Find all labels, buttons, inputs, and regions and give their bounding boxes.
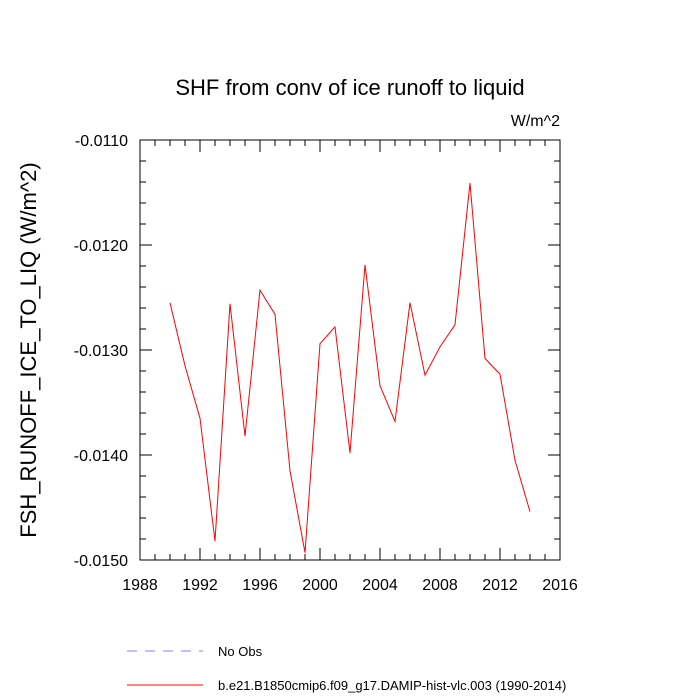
x-tick-label: 2008 [422, 577, 458, 594]
x-tick-label: 1988 [122, 577, 158, 594]
x-tick-label: 1996 [242, 577, 278, 594]
series-line-1 [169, 182, 531, 553]
y-tick-label: -0.0110 [75, 133, 128, 150]
chart-title: SHF from conv of ice runoff to liquid [175, 75, 524, 100]
axis-tick-labels: 1988 1992 1996 2000 2004 2008 2012 2016 -0.0110 -… [74, 133, 578, 594]
x-tick-label: 2012 [482, 577, 518, 594]
axis-ticks [139, 139, 561, 561]
x-tick-label: 2000 [302, 577, 338, 594]
y-axis-label: FSH_RUNOFF_ICE_TO_LIQ (W/m^2) [16, 162, 41, 537]
x-tick-label: 2004 [362, 577, 398, 594]
legend-label-1: b.e21.B1850cmip6.f09_g17.DAMIP-hist-vlc.… [218, 678, 566, 693]
series-group [169, 182, 531, 553]
y-tick-label: -0.0120 [74, 238, 128, 255]
legend-label-0: No Obs [218, 644, 263, 659]
x-tick-label: 1992 [182, 577, 218, 594]
x-tick-label: 2016 [542, 577, 578, 594]
y-tick-label: -0.0140 [74, 448, 128, 465]
legend: No Obs b.e21.B1850cmip6.f09_g17.DAMIP-his… [127, 644, 566, 693]
units-label: W/m^2 [511, 113, 560, 130]
plot-frame [139, 139, 561, 561]
y-tick-label: -0.0130 [74, 343, 128, 360]
y-tick-label: -0.0150 [74, 553, 128, 570]
